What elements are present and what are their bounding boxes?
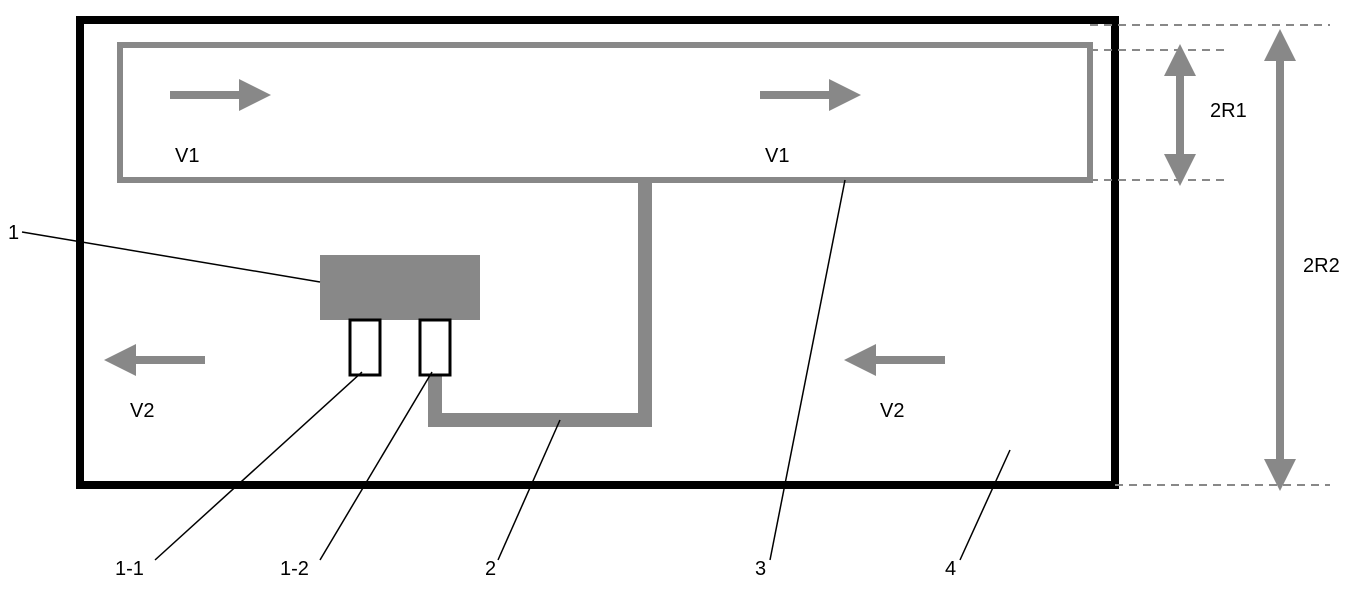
diagram-container: V1 V1 V2 V2 2R1 2R2 1 1-1 1-2 2 3 4 bbox=[0, 0, 1362, 598]
sensor-body bbox=[320, 255, 480, 320]
label-v2-left: V2 bbox=[130, 400, 154, 423]
label-ref-3: 3 bbox=[755, 558, 766, 581]
leader-1-1 bbox=[155, 372, 362, 560]
label-2r1: 2R1 bbox=[1210, 100, 1247, 123]
label-ref-4: 4 bbox=[945, 558, 956, 581]
label-ref-1: 1 bbox=[8, 222, 19, 245]
label-2r2: 2R2 bbox=[1303, 255, 1340, 278]
label-v2-right: V2 bbox=[880, 400, 904, 423]
sensor-probe-2 bbox=[420, 320, 450, 375]
label-v1-left: V1 bbox=[175, 145, 199, 168]
inner-rect bbox=[120, 45, 1090, 180]
leader-1-2 bbox=[320, 372, 432, 560]
label-ref-1-1: 1-1 bbox=[115, 558, 144, 581]
leader-1 bbox=[22, 232, 320, 282]
diagram-svg bbox=[0, 0, 1362, 598]
leader-4 bbox=[960, 450, 1010, 560]
leader-3 bbox=[770, 180, 845, 560]
label-ref-1-2: 1-2 bbox=[280, 558, 309, 581]
sensor-probe-1 bbox=[350, 320, 380, 375]
label-ref-2: 2 bbox=[485, 558, 496, 581]
leader-2 bbox=[498, 420, 560, 560]
label-v1-right: V1 bbox=[765, 145, 789, 168]
